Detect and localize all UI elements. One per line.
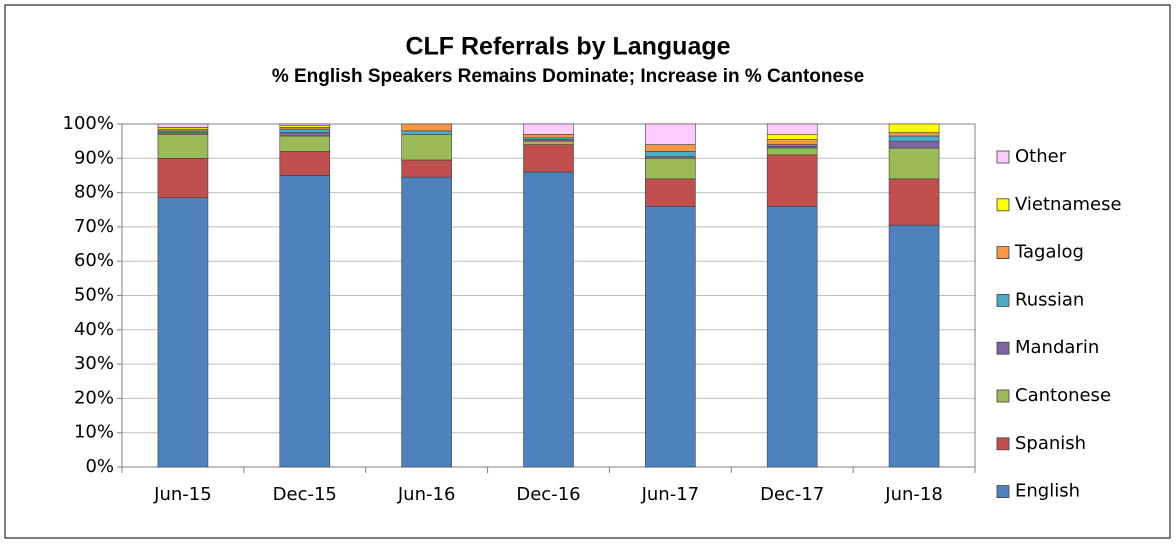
chart-title: CLF Referrals by Language [405,33,730,61]
legend-swatch [996,341,1010,355]
legend-label: Tagalog [1014,242,1084,263]
bar-segment [401,133,452,161]
bar-segment [523,171,574,468]
bar-segment [401,123,452,132]
bar-segment [401,159,452,178]
bar-segment [888,147,940,180]
legend-swatch [996,246,1010,260]
bar-segment [279,151,331,176]
y-tick-label: 70% [74,216,114,237]
y-tick-label: 100% [63,113,114,134]
bar-segment [645,144,696,152]
x-tick-label: Dec-16 [516,484,580,505]
legend-label: Cantonese [1015,385,1111,406]
bar-segment [766,133,818,140]
y-tick-label: 20% [74,387,114,408]
bar-segment [157,197,209,468]
y-tick-label: 30% [74,353,114,374]
bar-segment [157,158,209,199]
bar-segment [888,178,940,226]
legend-swatch [996,437,1010,451]
bar-segment [401,176,452,468]
x-tick-label: Jun-16 [397,484,456,505]
bar-segment [645,206,696,468]
bar-segment [279,175,331,468]
y-tick-label: 90% [74,147,114,168]
legend-swatch [996,293,1010,307]
legend-label: Spanish [1015,433,1086,454]
bar-segment [888,132,940,137]
x-tick-label: Dec-15 [273,484,337,505]
y-tick-label: 0% [85,456,114,477]
legend-swatch [996,485,1010,499]
legend-label: Vietnamese [1015,194,1122,215]
y-tick-label: 60% [74,250,114,271]
bar-segment [888,135,940,142]
bar-segment [888,224,940,468]
y-tick-label: 80% [74,182,114,203]
x-tick-label: Jun-15 [153,484,212,505]
bar-segment [645,123,696,145]
bar-segment [279,128,331,133]
y-tick-label: 40% [74,319,114,340]
bar-segment [766,139,818,145]
y-tick-label: 10% [74,422,114,443]
bar-segment [766,154,818,207]
bar-segment [279,123,331,127]
x-tick-label: Jun-18 [884,484,943,505]
bar-segment [157,123,209,128]
bar-segment [645,151,696,157]
bar-segment [523,133,574,139]
bar-segment [766,147,818,156]
legend-label: Other [1015,146,1067,167]
bar-segment [645,178,696,207]
legend-swatch [996,150,1010,164]
legend-label: Russian [1015,289,1084,310]
bar-segment [279,135,331,152]
bar-segment [401,130,452,135]
y-tick-label: 50% [74,285,114,306]
chart-subtitle: % English Speakers Remains Dominate; Inc… [272,66,864,87]
bar-segment [888,123,940,133]
bar-segment [157,133,209,159]
bar-segment [523,123,574,135]
bar-segment [888,140,940,149]
bar-segment [645,158,696,180]
bar-segment [766,123,818,135]
bar-segment [766,206,818,468]
legend-swatch [996,389,1010,403]
legend-label: Mandarin [1015,337,1099,358]
x-tick-label: Dec-17 [760,484,824,505]
legend-label: English [1015,481,1080,502]
bar-segment [523,140,574,145]
bar-segment [279,132,331,137]
legend-swatch [996,198,1010,212]
bar-segment [523,144,574,173]
x-tick-label: Jun-17 [641,484,700,505]
